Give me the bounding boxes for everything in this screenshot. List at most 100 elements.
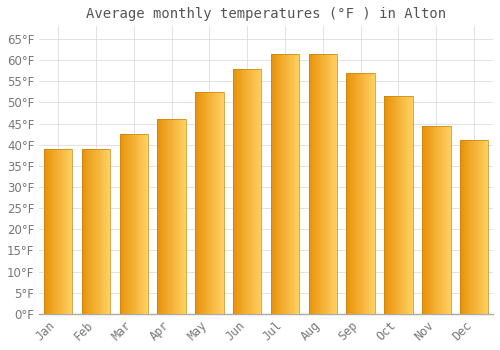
Bar [282,54,283,314]
Bar [358,73,359,314]
Bar [348,73,350,314]
Bar [384,96,412,314]
Bar [162,119,163,314]
Bar [480,140,481,314]
Bar [360,73,362,314]
Bar [479,140,480,314]
Bar [398,96,400,314]
Bar [336,54,337,314]
Bar [68,149,70,314]
Bar [59,149,60,314]
Bar [432,126,434,314]
Bar [200,92,201,314]
Bar [178,119,179,314]
Bar [332,54,334,314]
Bar [460,140,461,314]
Bar [314,54,316,314]
Bar [321,54,322,314]
Bar [440,126,441,314]
Bar [473,140,474,314]
Bar [52,149,54,314]
Bar [255,69,256,314]
Bar [290,54,292,314]
Bar [426,126,427,314]
Bar [250,69,251,314]
Bar [281,54,282,314]
Bar [319,54,320,314]
Bar [96,149,97,314]
Bar [354,73,355,314]
Bar [174,119,176,314]
Bar [294,54,296,314]
Bar [143,134,144,314]
Bar [406,96,407,314]
Bar [436,126,438,314]
Bar [287,54,288,314]
Bar [84,149,86,314]
Bar [422,126,423,314]
Bar [240,69,242,314]
Bar [276,54,278,314]
Bar [214,92,215,314]
Bar [120,134,122,314]
Bar [394,96,396,314]
Bar [386,96,387,314]
Bar [292,54,294,314]
Bar [477,140,478,314]
Bar [468,140,469,314]
Bar [246,69,247,314]
Bar [164,119,165,314]
Bar [353,73,354,314]
Bar [44,149,45,314]
Bar [351,73,352,314]
Bar [445,126,446,314]
Bar [201,92,202,314]
Bar [212,92,213,314]
Bar [82,149,84,314]
Bar [404,96,405,314]
Bar [63,149,64,314]
Bar [219,92,220,314]
Bar [470,140,472,314]
Bar [168,119,170,314]
Bar [48,149,50,314]
Bar [350,73,351,314]
Bar [158,119,160,314]
Bar [324,54,326,314]
Bar [236,69,237,314]
Bar [475,140,476,314]
Bar [172,119,174,314]
Bar [167,119,168,314]
Bar [364,73,366,314]
Bar [58,149,59,314]
Bar [393,96,394,314]
Bar [217,92,218,314]
Bar [390,96,391,314]
Bar [92,149,93,314]
Bar [238,69,240,314]
Bar [272,54,274,314]
Bar [326,54,328,314]
Bar [125,134,126,314]
Bar [289,54,290,314]
Bar [100,149,102,314]
Bar [328,54,330,314]
Bar [183,119,184,314]
Bar [288,54,289,314]
Bar [346,73,375,314]
Bar [434,126,436,314]
Bar [170,119,172,314]
Bar [352,73,353,314]
Bar [138,134,140,314]
Bar [180,119,181,314]
Bar [366,73,368,314]
Bar [165,119,166,314]
Bar [448,126,450,314]
Bar [357,73,358,314]
Bar [50,149,51,314]
Bar [208,92,210,314]
Bar [387,96,388,314]
Bar [391,96,392,314]
Bar [402,96,403,314]
Bar [184,119,185,314]
